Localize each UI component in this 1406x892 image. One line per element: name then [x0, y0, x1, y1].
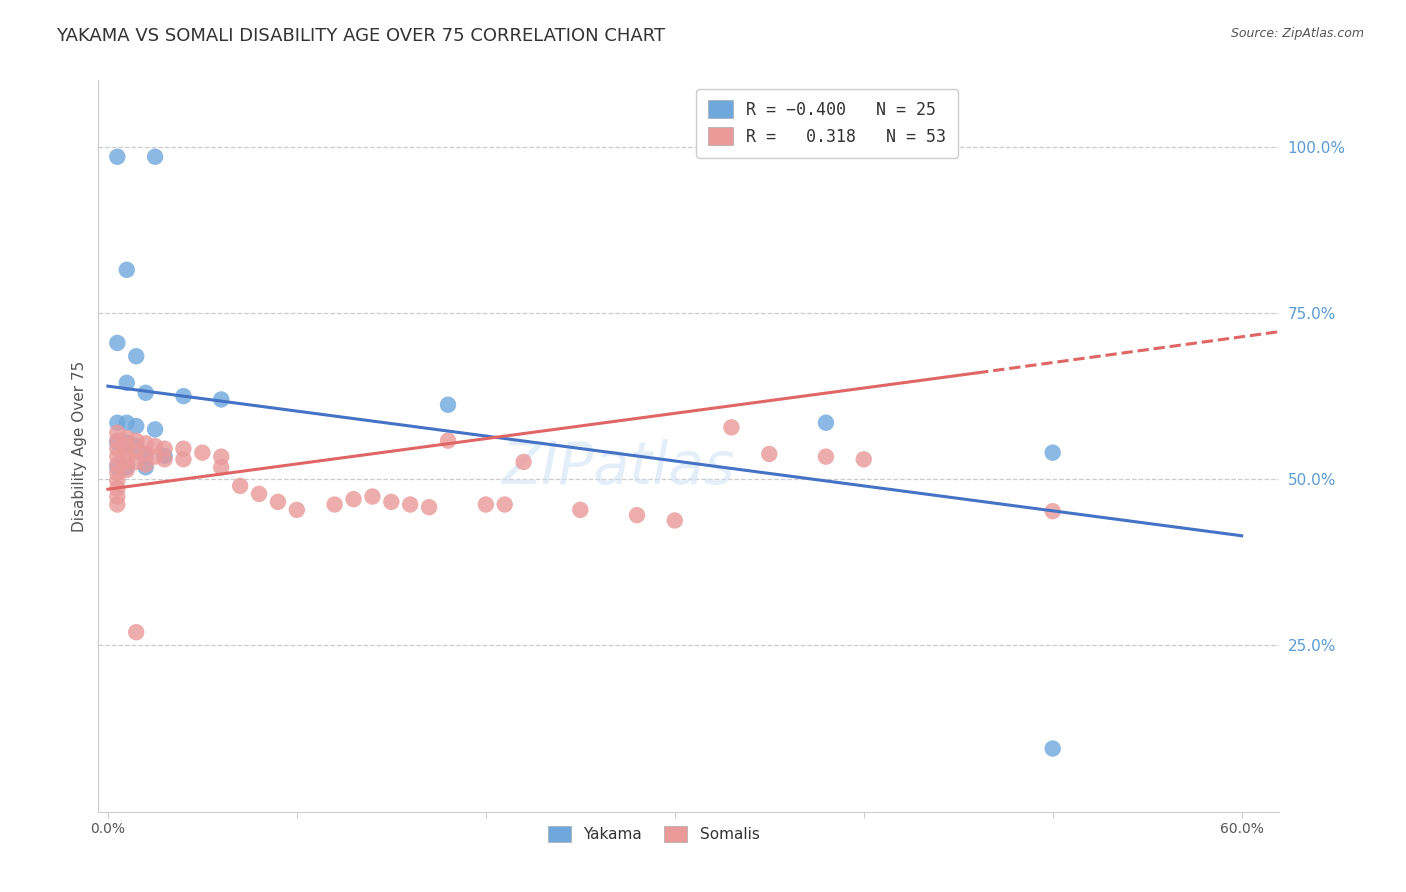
Point [209, 450, 232, 464]
Point [247, 487, 270, 501]
Point [135, 447, 157, 461]
Point [143, 150, 166, 164]
Point [105, 416, 128, 430]
Point [135, 458, 157, 472]
Point [814, 450, 837, 464]
Point [143, 439, 166, 453]
Point [1042, 445, 1064, 459]
Point [475, 498, 498, 512]
Point [105, 474, 128, 488]
Point [626, 508, 648, 523]
Point [153, 442, 176, 456]
Point [1042, 504, 1064, 518]
Point [115, 447, 138, 461]
Point [342, 492, 364, 507]
Point [105, 498, 128, 512]
Point [125, 419, 148, 434]
Point [267, 495, 290, 509]
Text: YAKAMA VS SOMALI DISABILITY AGE OVER 75 CORRELATION CHART: YAKAMA VS SOMALI DISABILITY AGE OVER 75 … [56, 27, 665, 45]
Point [105, 434, 128, 448]
Point [143, 422, 166, 436]
Text: ZIPatlas: ZIPatlas [502, 440, 735, 497]
Point [125, 439, 148, 453]
Point [125, 625, 148, 640]
Point [852, 452, 875, 467]
Point [105, 466, 128, 480]
Point [172, 452, 194, 467]
Point [1042, 741, 1064, 756]
Point [105, 150, 128, 164]
Point [143, 450, 166, 464]
Point [105, 435, 128, 450]
Point [494, 498, 516, 512]
Point [569, 503, 592, 517]
Point [125, 349, 148, 363]
Point [105, 460, 128, 475]
Point [105, 450, 128, 464]
Point [437, 398, 460, 412]
Point [209, 392, 232, 407]
Point [361, 490, 384, 504]
Point [115, 416, 138, 430]
Point [418, 500, 440, 515]
Point [115, 431, 138, 445]
Point [135, 385, 157, 400]
Point [115, 455, 138, 469]
Point [125, 455, 148, 469]
Point [285, 503, 308, 517]
Point [758, 447, 780, 461]
Point [105, 490, 128, 504]
Legend: Yakama, Somalis: Yakama, Somalis [538, 817, 769, 852]
Point [115, 463, 138, 477]
Point [512, 455, 534, 469]
Point [153, 452, 176, 467]
Point [115, 435, 138, 450]
Point [720, 420, 742, 434]
Point [380, 495, 402, 509]
Point [105, 458, 128, 472]
Point [105, 442, 128, 456]
Text: Source: ZipAtlas.com: Source: ZipAtlas.com [1230, 27, 1364, 40]
Point [115, 439, 138, 453]
Point [664, 513, 686, 527]
Point [153, 449, 176, 463]
Point [115, 376, 138, 390]
Point [105, 425, 128, 440]
Point [115, 460, 138, 475]
Point [135, 460, 157, 475]
Point [172, 389, 194, 403]
Point [135, 449, 157, 463]
Point [399, 498, 422, 512]
Point [172, 442, 194, 456]
Point [437, 434, 460, 448]
Point [125, 434, 148, 448]
Point [115, 262, 138, 277]
Y-axis label: Disability Age Over 75: Disability Age Over 75 [72, 360, 87, 532]
Point [814, 416, 837, 430]
Point [229, 479, 252, 493]
Point [105, 482, 128, 496]
Point [135, 436, 157, 450]
Point [125, 444, 148, 458]
Point [209, 460, 232, 475]
Point [105, 335, 128, 350]
Point [323, 498, 346, 512]
Point [191, 445, 214, 459]
